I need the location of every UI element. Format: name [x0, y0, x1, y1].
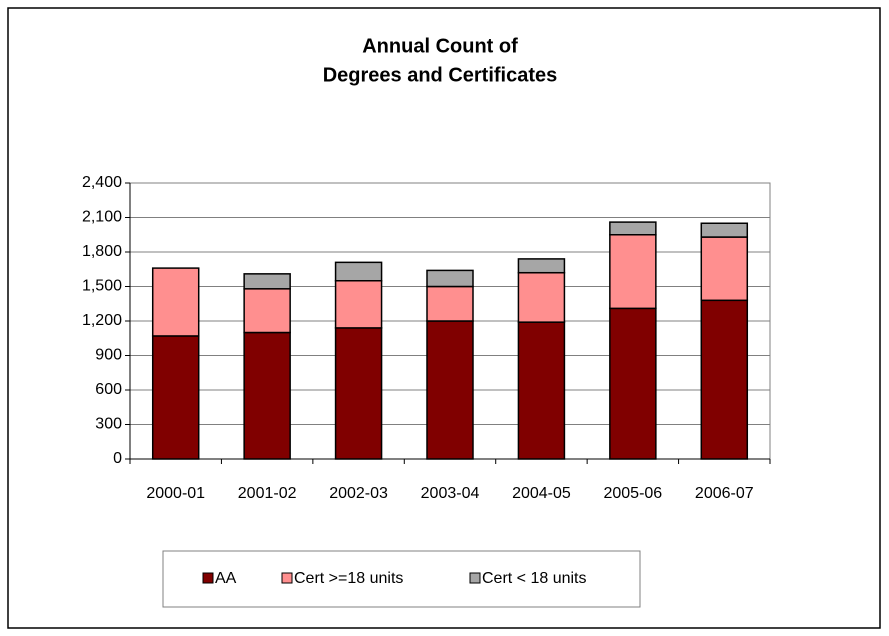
legend-swatch	[469, 572, 481, 584]
bar-segment	[151, 335, 200, 460]
legend-label: Cert < 18 units	[482, 570, 587, 587]
y-tick-label: 2,100	[82, 209, 122, 226]
x-tick-label: 2002-03	[329, 485, 388, 502]
bar-segment	[517, 271, 566, 323]
bar-segment	[426, 269, 474, 288]
x-tick-label: 2004-05	[512, 485, 571, 502]
bar-segment	[243, 331, 291, 460]
bar-segment	[334, 280, 383, 329]
bar-segment	[700, 222, 749, 238]
x-tick-label: 2005-06	[603, 485, 662, 502]
bar-segment	[517, 321, 566, 460]
chart-title: Annual Count of	[362, 35, 518, 57]
legend	[162, 550, 641, 608]
x-tick-label: 2000-01	[146, 485, 205, 502]
bar-segment	[426, 320, 474, 460]
y-tick-label: 2,400	[82, 174, 122, 191]
bar-segment	[334, 327, 383, 460]
legend-label: AA	[215, 570, 237, 587]
legend-label: Cert >=18 units	[294, 570, 403, 587]
y-tick-label: 300	[95, 416, 122, 433]
bar-segment	[609, 234, 657, 310]
y-tick-label: 0	[113, 450, 122, 467]
x-tick-label: 2006-07	[695, 485, 754, 502]
y-tick-label: 1,500	[82, 278, 122, 295]
y-tick-label: 1,800	[82, 243, 122, 260]
bar-segment	[151, 267, 200, 337]
bar-segment	[243, 288, 291, 334]
legend-swatch	[281, 572, 293, 584]
bar-segment	[334, 261, 383, 282]
y-tick-label: 900	[95, 347, 122, 364]
x-tick-label: 2001-02	[238, 485, 297, 502]
bar-segment	[700, 236, 749, 302]
bar-segment	[426, 285, 474, 322]
x-tick-label: 2003-04	[421, 485, 480, 502]
legend-swatch	[202, 572, 214, 584]
y-tick-label: 600	[95, 381, 122, 398]
chart-title: Degrees and Certificates	[323, 64, 558, 86]
y-tick-label: 1,200	[82, 312, 122, 329]
bar-segment	[609, 221, 657, 236]
bar-segment	[517, 258, 566, 274]
bar-segment	[700, 299, 749, 460]
bar-segment	[609, 307, 657, 460]
bar-segment	[243, 273, 291, 290]
